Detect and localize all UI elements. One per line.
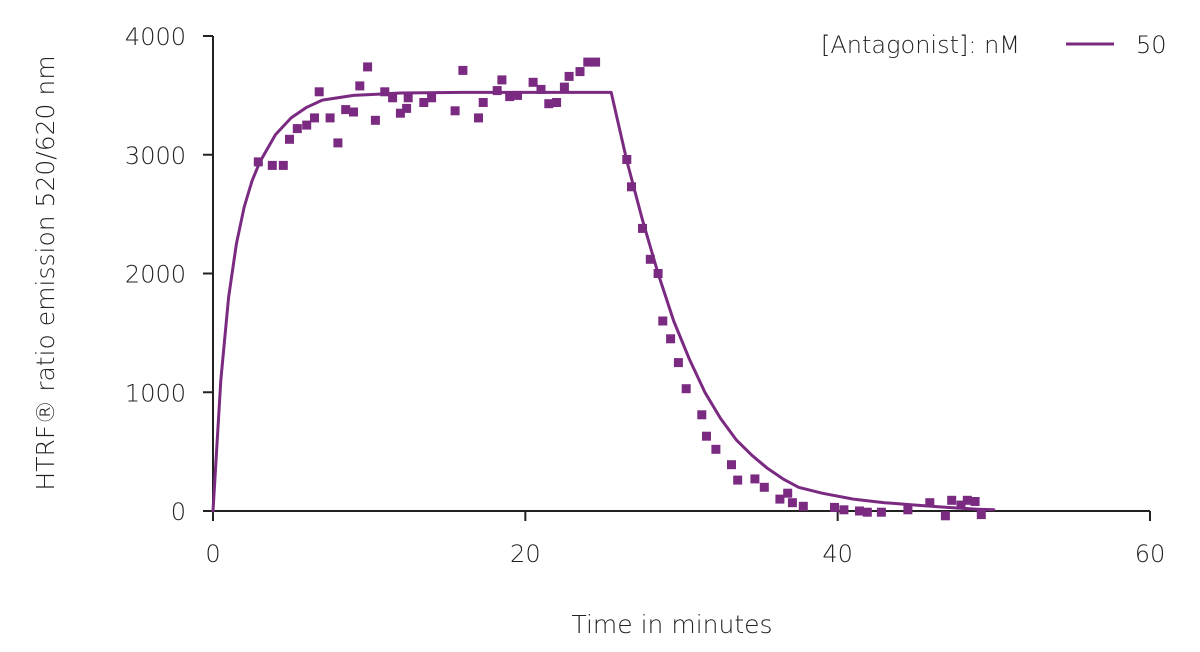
y-tick-label: 2000 bbox=[125, 261, 186, 289]
data-point bbox=[666, 334, 676, 344]
data-point bbox=[947, 495, 957, 505]
x-tick-label: 60 bbox=[1135, 540, 1166, 568]
data-point bbox=[450, 106, 460, 116]
data-point bbox=[830, 502, 839, 512]
axes bbox=[212, 36, 1150, 512]
data-point bbox=[638, 223, 647, 233]
y-axis-ticks: 0 1000 2000 3000 4000 bbox=[125, 23, 213, 526]
data-point bbox=[976, 510, 986, 520]
data-point bbox=[940, 511, 950, 521]
data-point bbox=[862, 507, 872, 517]
legend-title: [Antagonist]: nM bbox=[821, 31, 1020, 59]
data-point bbox=[855, 506, 864, 516]
data-point bbox=[402, 103, 412, 113]
data-point bbox=[267, 160, 277, 170]
x-tick-label: 0 bbox=[205, 540, 220, 568]
data-point bbox=[673, 358, 683, 368]
data-point bbox=[492, 86, 502, 96]
data-point bbox=[575, 67, 585, 77]
data-point bbox=[645, 254, 655, 264]
data-point bbox=[474, 113, 483, 123]
data-point bbox=[775, 494, 785, 504]
data-point bbox=[681, 384, 691, 394]
y-axis-title: HTRF® ratio emission 520/620 nm bbox=[31, 55, 60, 490]
data-point bbox=[956, 500, 966, 510]
data-point bbox=[427, 93, 437, 103]
data-point bbox=[798, 501, 808, 511]
data-point bbox=[349, 107, 358, 117]
data-point bbox=[783, 488, 793, 498]
fit-curve-line bbox=[211, 90, 996, 513]
data-point bbox=[505, 92, 515, 102]
y-tick-label: 1000 bbox=[125, 379, 186, 407]
data-point bbox=[458, 65, 468, 75]
data-point bbox=[583, 57, 593, 67]
legend: [Antagonist]: nM 50 bbox=[821, 31, 1167, 59]
data-point bbox=[759, 482, 769, 492]
data-point bbox=[528, 77, 538, 87]
data-point bbox=[478, 98, 488, 107]
data-point bbox=[962, 495, 972, 505]
data-point bbox=[325, 113, 335, 123]
data-point bbox=[388, 93, 398, 103]
y-tick-label: 0 bbox=[171, 498, 186, 526]
data-point bbox=[787, 498, 797, 508]
data-point bbox=[733, 475, 743, 485]
data-point bbox=[702, 431, 711, 441]
data-point bbox=[314, 87, 324, 97]
data-point bbox=[513, 90, 522, 100]
data-point bbox=[622, 155, 632, 164]
data-point bbox=[552, 98, 562, 107]
x-tick-label: 40 bbox=[822, 540, 853, 568]
data-point bbox=[544, 99, 554, 109]
data-point bbox=[536, 84, 546, 94]
data-point bbox=[925, 498, 935, 508]
data-point bbox=[370, 115, 380, 125]
fit-curve-layer bbox=[211, 90, 996, 513]
data-point bbox=[658, 316, 668, 326]
data-point bbox=[285, 134, 294, 144]
data-point bbox=[302, 120, 312, 130]
data-point bbox=[839, 505, 849, 515]
legend-entry-label: 50 bbox=[1136, 31, 1167, 59]
data-point bbox=[653, 269, 663, 278]
data-point bbox=[727, 460, 736, 470]
data-point bbox=[253, 157, 263, 167]
data-point bbox=[310, 113, 319, 123]
data-point bbox=[750, 474, 760, 484]
data-point bbox=[559, 82, 569, 92]
data-point bbox=[970, 497, 980, 506]
data-point bbox=[355, 81, 365, 91]
data-point bbox=[876, 507, 886, 517]
data-point bbox=[403, 93, 413, 103]
data-point bbox=[292, 124, 302, 134]
x-tick-label: 20 bbox=[510, 540, 541, 568]
data-points-layer bbox=[253, 57, 986, 521]
data-point bbox=[363, 62, 373, 72]
data-point bbox=[497, 75, 507, 85]
data-point bbox=[419, 98, 429, 107]
data-point bbox=[591, 57, 601, 67]
data-point bbox=[380, 87, 390, 97]
x-axis-ticks: 0 20 40 60 bbox=[205, 511, 1165, 568]
data-point bbox=[395, 108, 405, 118]
x-axis-title: Time in minutes bbox=[571, 610, 772, 639]
data-point bbox=[697, 410, 707, 420]
data-point bbox=[627, 182, 636, 192]
y-tick-label: 3000 bbox=[125, 142, 186, 170]
data-point bbox=[564, 71, 574, 81]
y-tick-label: 4000 bbox=[125, 23, 186, 51]
data-point bbox=[278, 160, 288, 170]
data-point bbox=[711, 444, 721, 454]
data-point bbox=[333, 138, 343, 148]
data-point bbox=[341, 105, 351, 115]
data-point bbox=[903, 505, 913, 515]
